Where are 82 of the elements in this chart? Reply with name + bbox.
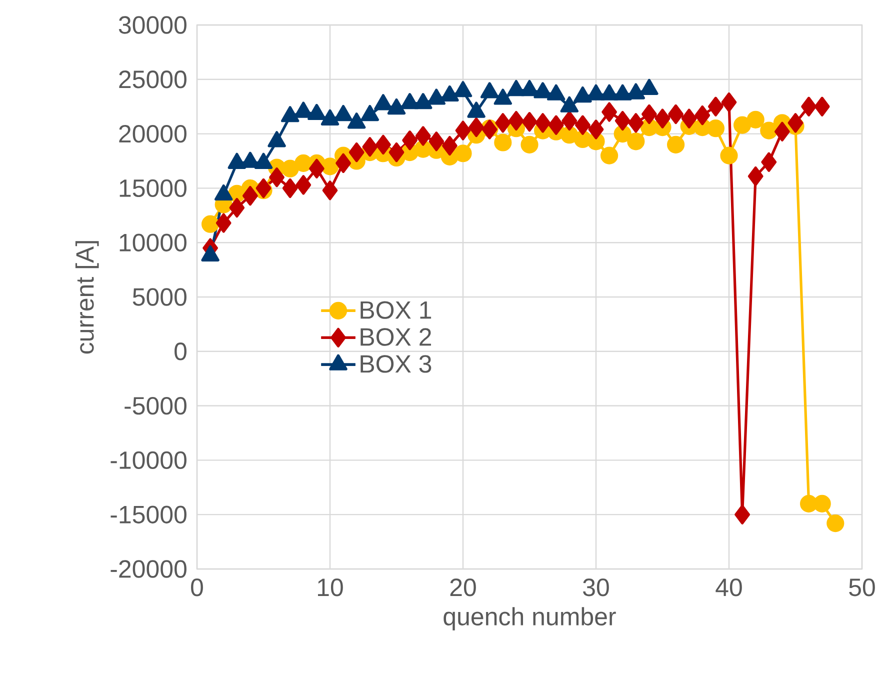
point [548, 115, 564, 135]
point [760, 122, 778, 140]
point [309, 158, 324, 178]
point [602, 102, 617, 122]
point [706, 120, 724, 138]
point [402, 130, 418, 150]
legend-label: BOX 1 [360, 301, 432, 319]
point [614, 110, 630, 131]
point [454, 144, 472, 162]
point [774, 122, 790, 142]
x-tick-label: 0 [191, 578, 203, 596]
point [654, 108, 670, 128]
point [336, 153, 351, 173]
legend-label: BOX 2 [360, 328, 432, 346]
point [202, 215, 220, 233]
point [442, 136, 458, 156]
point [600, 146, 618, 164]
point [826, 514, 844, 532]
point [455, 120, 471, 140]
point [520, 136, 538, 154]
point [321, 158, 339, 176]
point [348, 142, 364, 162]
point [734, 504, 750, 524]
point [746, 110, 764, 128]
x-tick-label: 50 [849, 578, 875, 596]
point [694, 105, 710, 126]
point [415, 126, 431, 146]
point [376, 134, 391, 154]
point [761, 152, 777, 172]
point [666, 136, 685, 154]
point [668, 104, 684, 124]
point [522, 112, 538, 132]
point [562, 110, 578, 131]
point [242, 186, 258, 206]
y-tick-label: -20000 [110, 560, 186, 578]
point [269, 168, 284, 188]
x-tick-label: 30 [583, 578, 609, 596]
point [282, 178, 298, 198]
legend-label: BOX 3 [360, 355, 432, 373]
point [495, 113, 511, 133]
point [229, 198, 245, 218]
point [814, 96, 830, 116]
point [588, 120, 604, 140]
point [535, 113, 550, 133]
point [428, 132, 444, 152]
point [681, 108, 697, 128]
y-axis-title: current [A] [75, 241, 99, 354]
point [216, 213, 232, 233]
point [788, 113, 804, 133]
x-tick-label: 40 [716, 578, 742, 596]
point [468, 117, 484, 138]
y-tick-label: -5000 [124, 396, 186, 415]
point [733, 116, 752, 134]
y-tick-label: 5000 [132, 288, 186, 306]
y-tick-label: 20000 [119, 124, 186, 143]
point [362, 137, 378, 157]
point [281, 160, 299, 178]
point [627, 132, 645, 150]
point [708, 96, 724, 116]
y-tick-label: -10000 [110, 451, 186, 470]
y-tick-label: 15000 [120, 179, 186, 198]
point [256, 178, 272, 198]
point [494, 134, 512, 152]
point [801, 96, 816, 116]
y-tick-label: 10000 [120, 234, 186, 252]
point [642, 104, 657, 124]
point [388, 142, 404, 162]
point [322, 180, 338, 200]
point [748, 166, 764, 186]
x-axis-title: quench number [444, 607, 616, 630]
point [508, 110, 524, 131]
y-tick-label: 30000 [118, 16, 186, 34]
y-tick-label: -15000 [110, 506, 186, 524]
point [296, 175, 312, 195]
y-tick-label: 0 [174, 342, 186, 360]
x-tick-label: 10 [318, 578, 343, 596]
point [720, 146, 738, 164]
point [575, 115, 590, 135]
point [628, 113, 644, 133]
point [721, 92, 737, 112]
x-tick-label: 20 [450, 578, 476, 596]
y-tick-label: 25000 [119, 70, 186, 88]
